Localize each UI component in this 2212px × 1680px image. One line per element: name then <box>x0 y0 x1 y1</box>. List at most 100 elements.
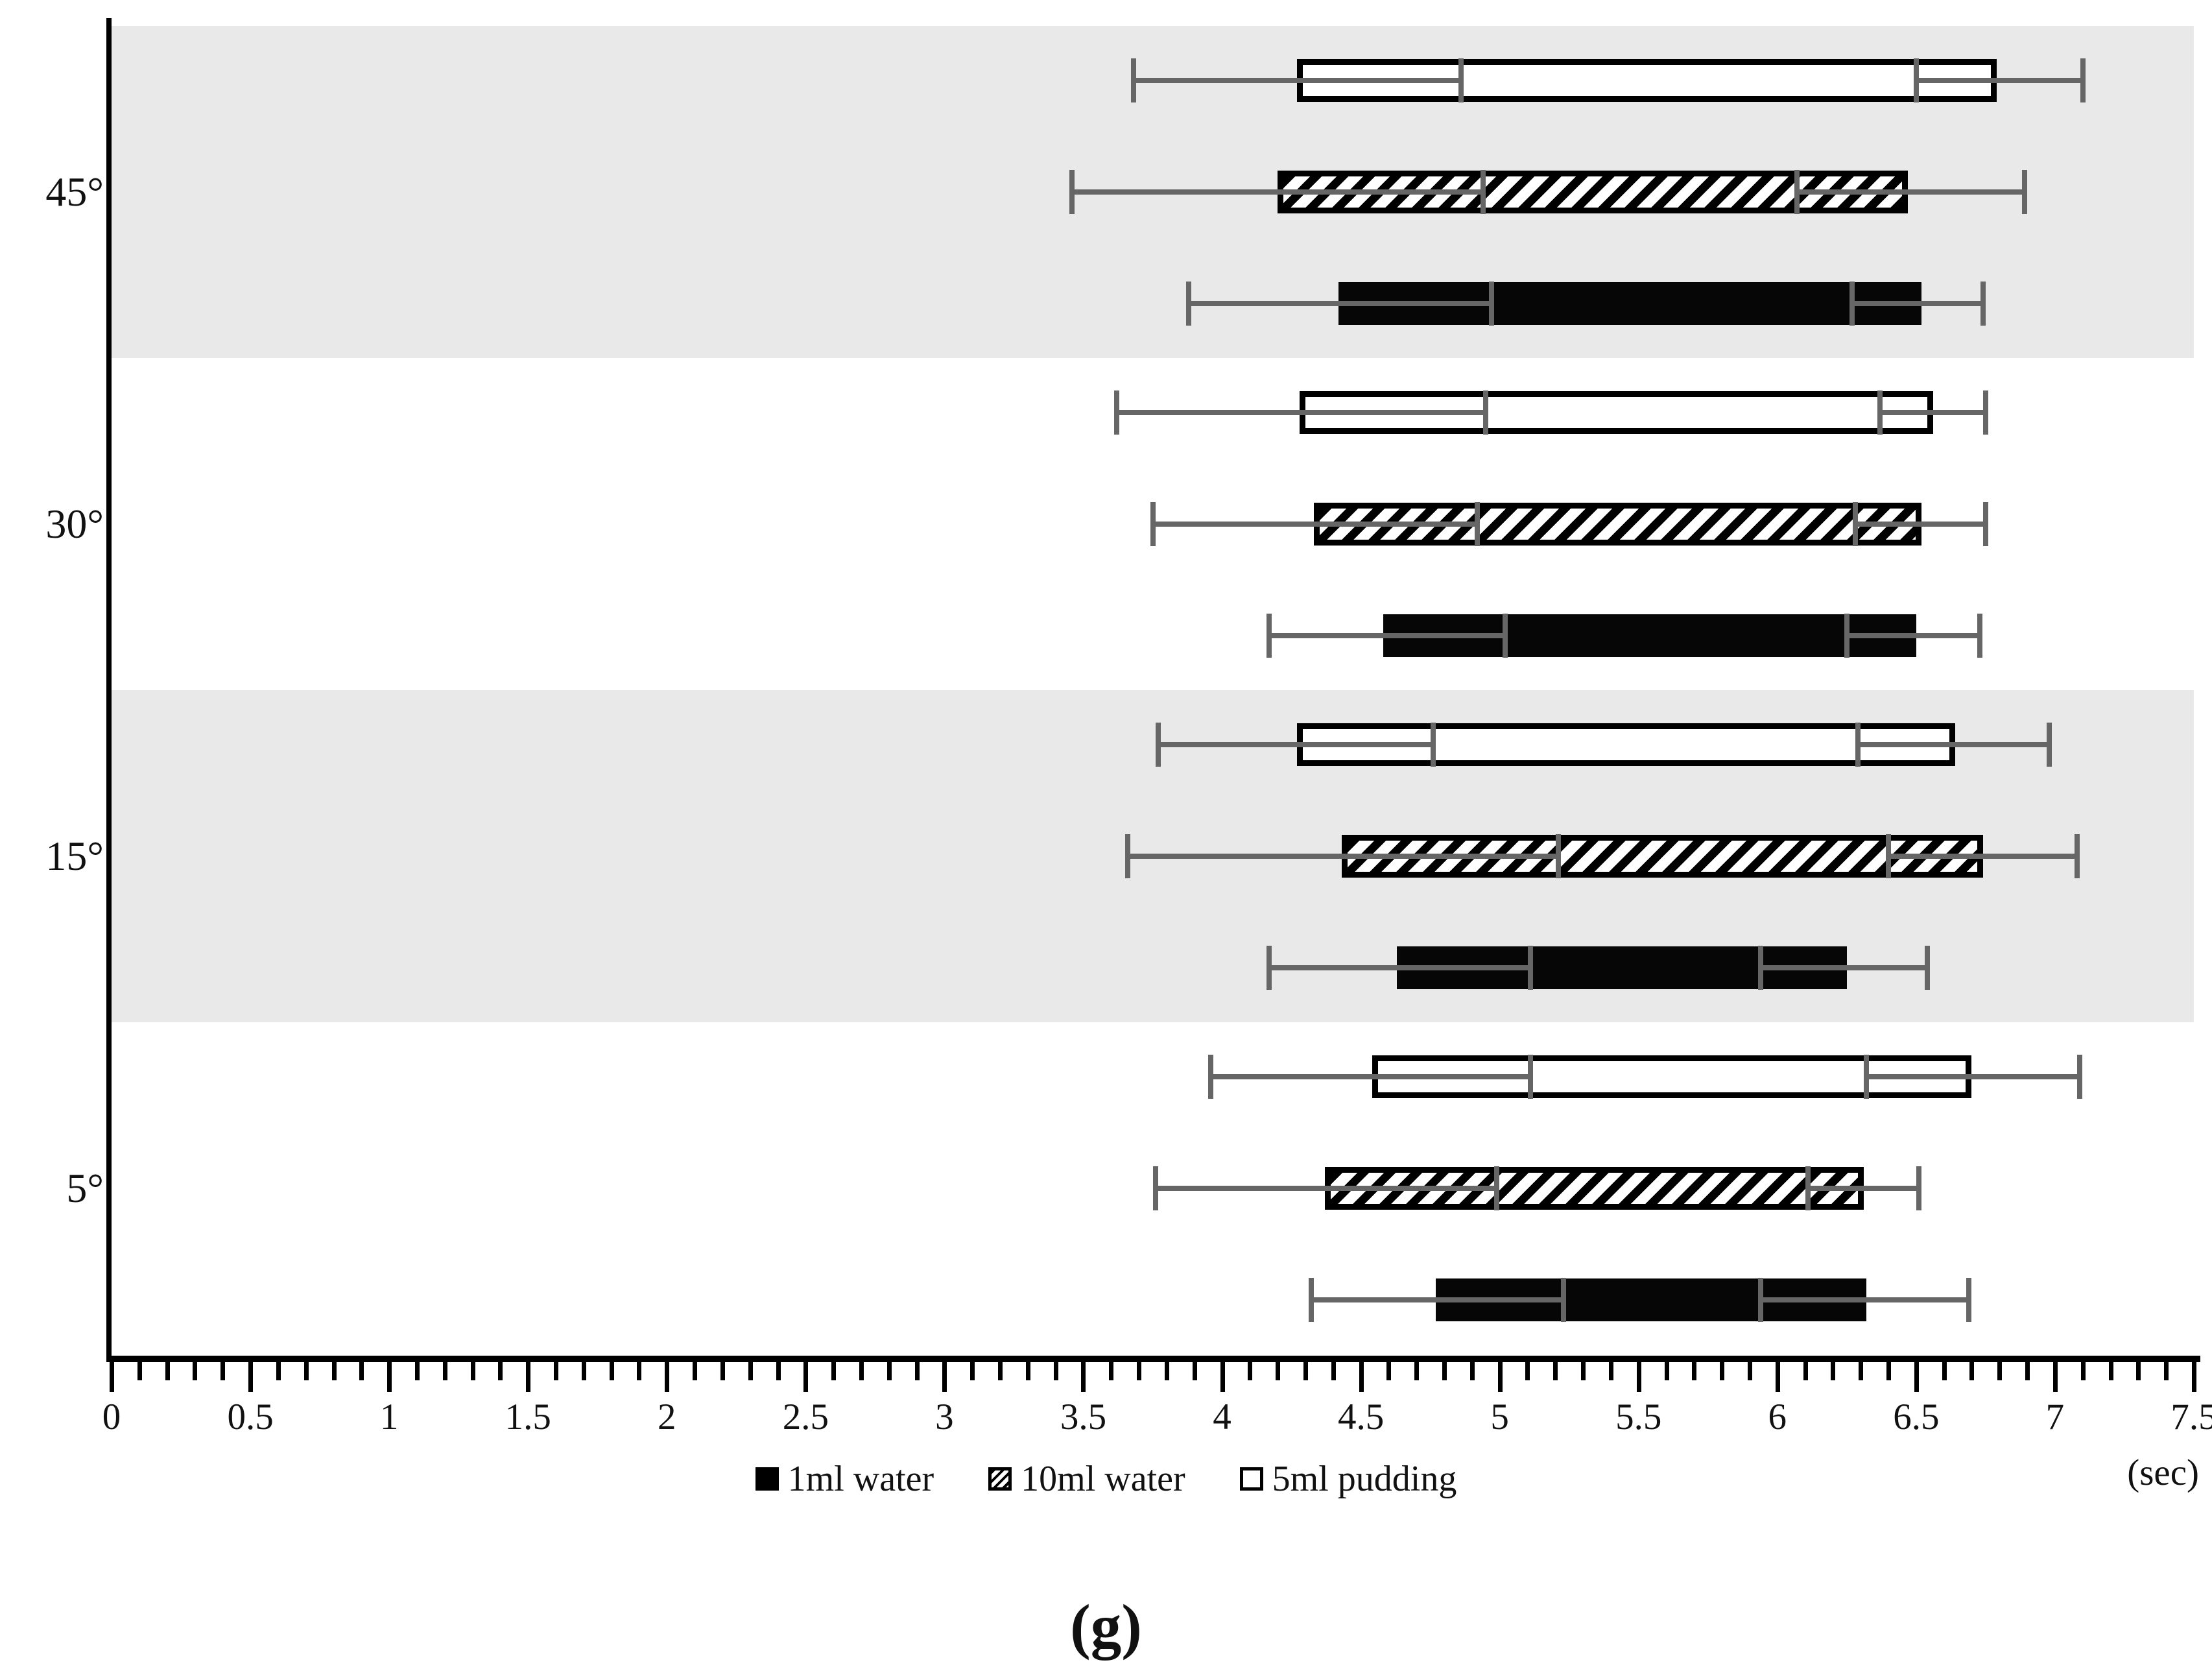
legend-item-10ml-water: 10ml water <box>988 1458 1185 1500</box>
error-bar-cap <box>1877 390 1883 435</box>
x-axis-minor-tick <box>554 1362 558 1380</box>
figure-caption: (g) <box>1070 1592 1142 1661</box>
error-bar-start <box>1133 78 1461 83</box>
error-bar-end <box>1852 301 1983 306</box>
x-tick-label-2: 2 <box>658 1397 676 1437</box>
error-bar-cap <box>1916 1166 1922 1210</box>
x-axis-major-tick <box>1220 1362 1225 1392</box>
error-bar-cap <box>1527 1055 1533 1099</box>
error-bar-cap <box>2077 1055 2083 1099</box>
error-bar-cap <box>1480 170 1486 214</box>
x-tick-label-5: 5 <box>1490 1397 1509 1437</box>
error-bar-cap <box>1152 1166 1158 1210</box>
x-axis-major-tick <box>1636 1362 1641 1392</box>
x-axis-major-tick <box>248 1362 254 1392</box>
x-axis-minor-tick <box>137 1362 142 1380</box>
error-bar-cap <box>1980 282 1986 326</box>
y-axis-line <box>106 18 112 1362</box>
x-axis-minor-tick <box>1859 1362 1864 1380</box>
error-bar-start <box>1155 1186 1497 1191</box>
x-tick-label-1: 1 <box>379 1397 399 1437</box>
error-bar-cap <box>1849 282 1855 326</box>
x-axis-minor-tick <box>1025 1362 1030 1380</box>
error-bar-cap <box>1267 614 1272 658</box>
x-axis-minor-tick <box>1303 1362 1308 1380</box>
x-axis-minor-tick <box>998 1362 1003 1380</box>
x-axis-minor-tick <box>498 1362 503 1380</box>
error-bar-cap <box>1758 946 1764 990</box>
x-axis-minor-tick <box>970 1362 975 1380</box>
legend-label: 1ml water <box>787 1459 934 1499</box>
x-axis-major-tick <box>387 1362 392 1392</box>
x-axis-minor-tick <box>886 1362 892 1380</box>
error-bar-cap <box>1924 946 1930 990</box>
x-axis-minor-tick <box>1747 1362 1752 1380</box>
error-bar-cap <box>1844 614 1849 658</box>
error-bar-end <box>1855 522 1986 527</box>
error-bar-cap <box>1758 1278 1764 1322</box>
legend-label: 10ml water <box>1021 1459 1185 1499</box>
error-bar-cap <box>1913 58 1919 102</box>
error-bar-cap <box>1186 282 1192 326</box>
error-bar-cap <box>1488 282 1494 326</box>
x-axis-minor-tick <box>276 1362 281 1380</box>
error-bar-cap <box>1982 502 1988 546</box>
x-tick-label-0: 0 <box>102 1397 121 1437</box>
x-axis-minor-tick <box>1997 1362 2003 1380</box>
error-bar-end <box>1888 854 2078 859</box>
x-axis-minor-tick <box>1192 1362 1197 1380</box>
x-axis-minor-tick <box>581 1362 586 1380</box>
x-axis-minor-tick <box>1969 1362 1975 1380</box>
x-axis-minor-tick <box>331 1362 337 1380</box>
x-axis-minor-tick <box>1109 1362 1114 1380</box>
x-tick-label-7.5: 7.5 <box>2170 1397 2212 1437</box>
x-axis-minor-tick <box>1581 1362 1586 1380</box>
error-bar-cap <box>1494 1166 1500 1210</box>
y-category-label-5°: 5° <box>66 1165 104 1211</box>
x-axis-major-tick <box>1914 1362 1919 1392</box>
error-bar-cap <box>1267 946 1272 990</box>
error-bar-cap <box>1794 170 1800 214</box>
error-bar-cap <box>1124 834 1130 878</box>
error-bar-cap <box>1208 1055 1214 1099</box>
error-bar-start <box>1158 742 1433 747</box>
y-category-label-15°: 15° <box>45 833 104 879</box>
error-bar-cap <box>1805 1166 1811 1210</box>
white-square-icon <box>1239 1467 1263 1491</box>
x-tick-label-3.5: 3.5 <box>1060 1397 1107 1437</box>
error-bar-cap <box>1458 58 1464 102</box>
x-axis-minor-tick <box>470 1362 475 1380</box>
error-bar-start <box>1211 1074 1530 1079</box>
x-tick-label-0.5: 0.5 <box>227 1397 274 1437</box>
error-bar-cap <box>2047 723 2052 767</box>
error-bar-cap <box>1130 58 1136 102</box>
x-axis-minor-tick <box>1803 1362 1808 1380</box>
error-bar-start <box>1189 301 1492 306</box>
x-axis-minor-tick <box>1525 1362 1530 1380</box>
error-bar-cap <box>1483 390 1489 435</box>
x-axis-minor-tick <box>359 1362 364 1380</box>
x-axis-unit-label: (sec) <box>2127 1452 2199 1493</box>
x-axis-minor-tick <box>1248 1362 1253 1380</box>
error-bar-end <box>1880 410 1986 415</box>
error-bar-cap <box>1430 723 1436 767</box>
error-bar-cap <box>1886 834 1892 878</box>
x-tick-label-1.5: 1.5 <box>505 1397 551 1437</box>
x-tick-label-7: 7 <box>2045 1397 2065 1437</box>
error-bar-cap <box>1561 1278 1567 1322</box>
x-axis-major-tick <box>942 1362 947 1392</box>
x-axis-minor-tick <box>914 1362 920 1380</box>
error-bar-cap <box>2080 58 2086 102</box>
error-bar-end <box>1761 1297 1969 1302</box>
x-axis-minor-tick <box>303 1362 309 1380</box>
x-tick-label-5.5: 5.5 <box>1615 1397 1662 1437</box>
x-axis-minor-tick <box>2136 1362 2141 1380</box>
error-bar-cap <box>1863 1055 1869 1099</box>
error-bar-cap <box>1982 390 1988 435</box>
error-bar-end <box>1857 742 2050 747</box>
x-axis-minor-tick <box>831 1362 837 1380</box>
x-axis-minor-tick <box>776 1362 781 1380</box>
error-bar-cap <box>1113 390 1119 435</box>
